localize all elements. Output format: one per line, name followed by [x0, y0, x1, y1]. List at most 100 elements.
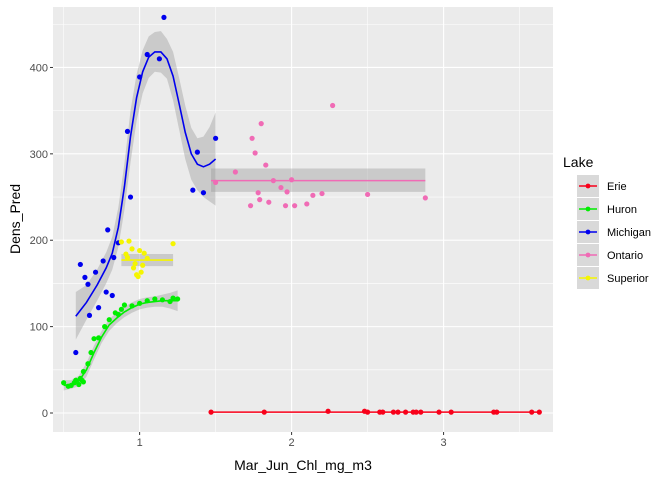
point-michigan: [100, 258, 106, 264]
point-huron: [137, 300, 143, 306]
point-superior: [137, 247, 143, 254]
point-superior: [129, 246, 135, 252]
point-huron: [118, 306, 124, 312]
point-superior: [124, 254, 131, 261]
point-erie: [261, 409, 267, 415]
x-tick-label: 2: [289, 437, 295, 449]
point-huron: [73, 377, 79, 383]
point-huron: [95, 335, 102, 341]
point-michigan: [111, 254, 117, 261]
legend-label: Huron: [607, 204, 637, 216]
point-huron: [88, 349, 94, 356]
point-ontario: [292, 203, 298, 209]
point-superior: [132, 260, 138, 267]
y-tick-label: 300: [30, 149, 48, 161]
point-superior: [144, 255, 150, 261]
point-superior: [118, 239, 124, 245]
point-ontario: [282, 203, 289, 209]
legend-label: Erie: [607, 181, 627, 193]
point-erie: [395, 409, 401, 415]
point-erie: [536, 409, 542, 415]
point-ontario: [330, 102, 336, 109]
point-ontario: [422, 195, 428, 201]
point-ontario: [319, 190, 325, 197]
y-tick-label: 100: [30, 322, 48, 334]
point-ontario: [255, 190, 261, 196]
point-erie: [325, 408, 331, 414]
fit-line-michigan: [75, 51, 217, 317]
point-huron: [106, 317, 112, 323]
point-ontario: [232, 169, 238, 175]
legend-key-point: [585, 252, 591, 258]
legend-key-point: [585, 206, 591, 212]
grid-major: [53, 7, 553, 432]
point-michigan: [200, 190, 207, 196]
data-points: [61, 14, 542, 415]
grid-minor: [53, 7, 553, 432]
point-michigan: [156, 56, 162, 62]
point-ontario: [263, 162, 269, 168]
point-erie: [494, 409, 500, 415]
legend-key-point: [585, 275, 591, 281]
point-superior: [140, 262, 146, 268]
point-erie: [208, 409, 214, 415]
point-ontario: [364, 191, 371, 198]
point-michigan: [127, 194, 134, 200]
point-erie: [436, 409, 442, 415]
point-erie: [529, 409, 535, 415]
point-ontario: [284, 189, 290, 195]
point-michigan: [213, 135, 219, 141]
y-axis-ticks: 0 100 200 300 400: [30, 62, 53, 420]
point-ontario: [289, 177, 295, 183]
point-huron: [170, 295, 176, 301]
point-superior: [130, 265, 137, 271]
legend-label: Michigan: [607, 227, 651, 239]
point-erie: [402, 409, 409, 415]
panel-background: [53, 7, 553, 432]
point-ontario: [310, 192, 316, 198]
point-ontario: [252, 150, 258, 156]
legend-label: Superior: [607, 273, 649, 285]
x-axis-ticks: 1 2 3: [137, 432, 447, 449]
y-axis-title: Dens_Pred: [7, 184, 23, 254]
point-huron: [80, 368, 86, 375]
point-huron: [61, 380, 67, 386]
point-huron: [102, 324, 108, 330]
legend-key-point: [585, 183, 591, 189]
point-ontario: [270, 178, 276, 184]
point-huron: [129, 303, 135, 309]
point-michigan: [190, 187, 196, 193]
point-ontario: [304, 201, 310, 207]
point-superior: [170, 241, 176, 247]
point-superior: [135, 273, 141, 280]
y-tick-label: 200: [30, 235, 48, 247]
point-michigan: [85, 281, 91, 287]
point-erie: [390, 409, 397, 415]
point-superior: [141, 250, 147, 256]
point-huron: [167, 298, 173, 305]
point-michigan: [86, 312, 93, 318]
point-huron: [144, 298, 150, 304]
point-ontario: [249, 135, 255, 141]
point-michigan: [82, 274, 88, 280]
legend: Lake Erie Huron Michigan Ontario Superior: [563, 154, 651, 289]
point-superior: [138, 269, 144, 275]
x-tick-label: 1: [137, 437, 143, 449]
legend-title: Lake: [563, 154, 594, 170]
point-michigan: [137, 74, 143, 80]
point-huron: [76, 381, 82, 388]
legend-label: Ontario: [607, 250, 643, 262]
point-ontario: [266, 199, 272, 205]
x-axis-title: Mar_Jun_Chl_mg_m3: [234, 457, 372, 473]
point-michigan: [144, 51, 150, 58]
point-michigan: [77, 261, 83, 268]
point-ontario: [257, 197, 263, 203]
y-tick-label: 0: [42, 408, 48, 420]
point-michigan: [103, 289, 109, 295]
point-erie: [418, 409, 424, 415]
point-ontario: [247, 203, 254, 209]
point-huron: [121, 302, 128, 308]
x-tick-label: 3: [441, 437, 447, 449]
point-michigan: [194, 149, 200, 155]
point-huron: [152, 296, 158, 302]
